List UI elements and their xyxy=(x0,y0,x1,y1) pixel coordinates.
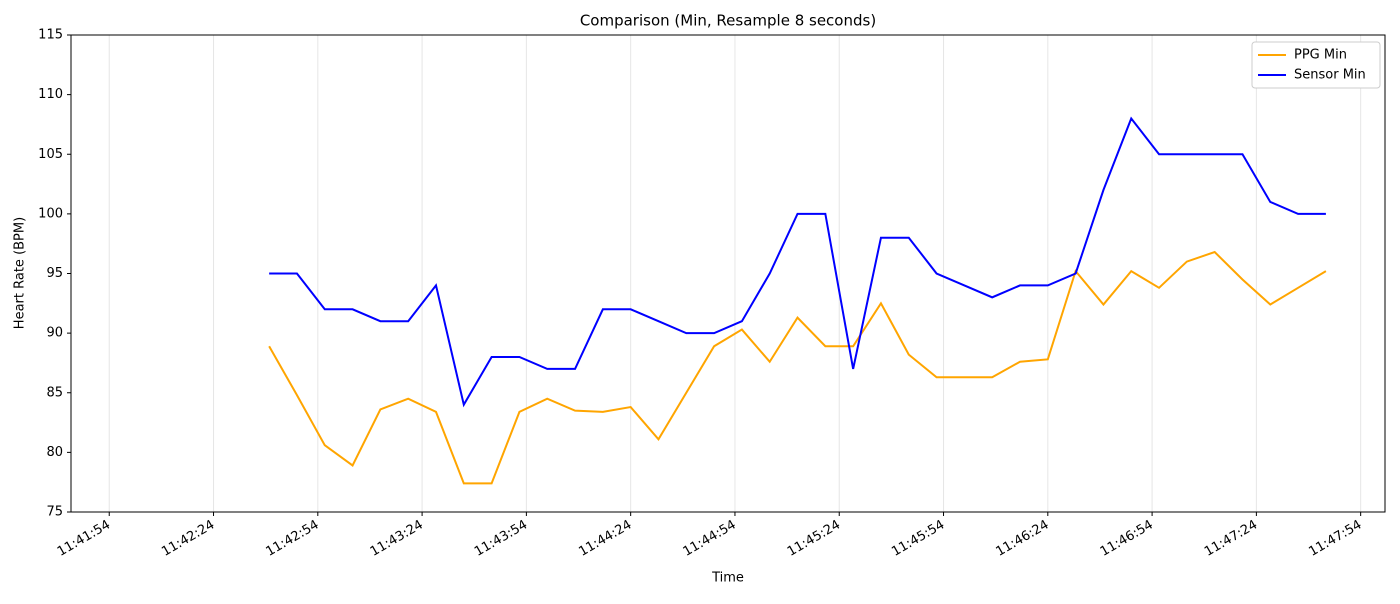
y-tick-label: 95 xyxy=(46,266,63,281)
plot-frame xyxy=(70,34,1386,513)
y-tick-label: 80 xyxy=(46,445,63,460)
x-tick-label: 11:41:54 xyxy=(55,518,113,560)
y-tick-label: 75 xyxy=(46,505,63,520)
y-axis-label: Heart Rate (BPM) xyxy=(13,217,28,329)
y-tick-label: 100 xyxy=(38,206,63,221)
x-tick-label: 11:42:54 xyxy=(263,518,321,560)
y-tick-label: 85 xyxy=(46,385,63,400)
chart-title: Comparison (Min, Resample 8 seconds) xyxy=(580,12,876,30)
x-tick-label: 11:42:24 xyxy=(159,518,217,560)
x-tick-label: 11:47:54 xyxy=(1306,518,1364,560)
legend-label: PPG Min xyxy=(1294,48,1347,63)
x-tick-label: 11:43:54 xyxy=(472,518,530,560)
y-tick-label: 115 xyxy=(38,28,63,43)
x-tick-label: 11:44:24 xyxy=(576,518,634,560)
y-tick-label: 110 xyxy=(38,87,63,102)
legend-box xyxy=(1251,41,1381,89)
series-line xyxy=(268,250,1327,485)
x-tick-label: 11:45:24 xyxy=(785,518,843,560)
x-axis-label: Time xyxy=(711,571,744,586)
y-tick-label: 90 xyxy=(46,326,63,341)
x-tick-label: 11:43:24 xyxy=(368,518,426,560)
x-tick-label: 11:46:54 xyxy=(1098,518,1156,560)
y-tick-label: 105 xyxy=(38,147,63,162)
x-tick-label: 11:46:24 xyxy=(993,518,1051,560)
x-tick-label: 11:45:54 xyxy=(889,518,947,560)
x-tick-label: 11:47:24 xyxy=(1202,518,1260,560)
x-tick-label: 11:44:54 xyxy=(681,518,739,560)
legend-label: Sensor Min xyxy=(1294,68,1366,83)
series-line xyxy=(269,116,1326,408)
